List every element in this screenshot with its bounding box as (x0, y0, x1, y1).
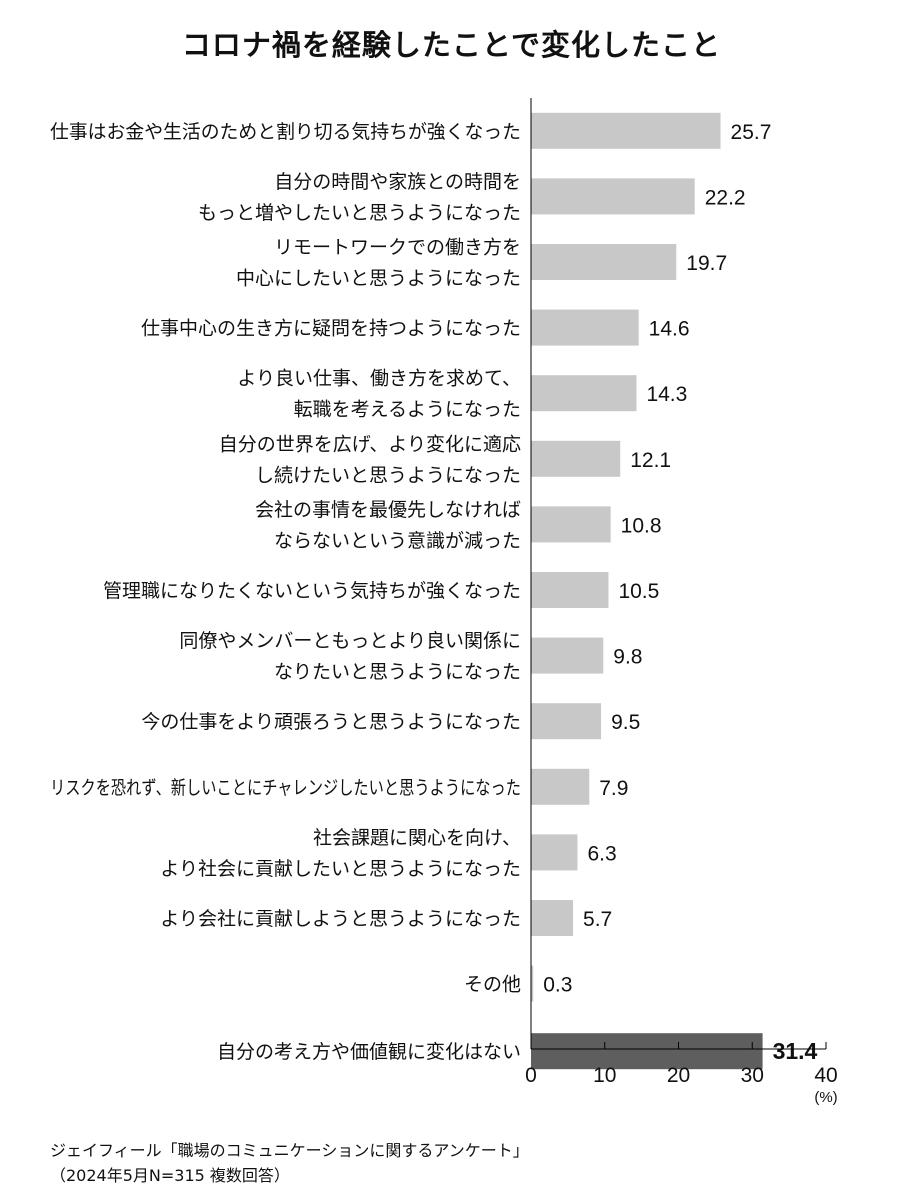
bar-12 (531, 900, 574, 936)
category-label-10-line-0: リスクを恐れず、新しいことにチャレンジしたいと思うようになった (50, 777, 521, 799)
data-label-7: 10.5 (618, 580, 659, 603)
bar-2 (531, 244, 677, 280)
bar-13 (531, 965, 534, 1002)
category-label-4-line-1: 転職を考えるようになった (294, 399, 521, 421)
data-label-13: 0.3 (543, 974, 572, 997)
data-label-4: 14.3 (646, 383, 687, 406)
data-label-14: 31.4 (773, 1038, 818, 1064)
x-tick-label-1: 10 (593, 1064, 616, 1087)
category-label-13: その他 (464, 974, 521, 996)
data-label-0: 25.7 (731, 121, 772, 144)
x-tick-label-3: 30 (741, 1064, 764, 1087)
category-label-3-line-0: 仕事中心の生き方に疑問を持つようになった (141, 318, 521, 340)
x-tick-label-4: 40 (814, 1064, 837, 1087)
category-label-11-line-0: 社会課題に関心を向け、 (313, 827, 521, 849)
data-label-11: 6.3 (587, 842, 616, 865)
bar-11 (531, 834, 578, 871)
category-label-8-line-0: 同僚やメンバーともっとより良い関係に (179, 630, 521, 652)
category-label-8-line-1: なりたいと思うようになった (274, 661, 521, 683)
data-label-6: 10.8 (621, 514, 662, 537)
bar-4 (531, 375, 637, 412)
category-label-0: 仕事はお金や生活のためと割り切る気持ちが強くなった (50, 121, 521, 143)
category-label-2-line-0: リモートワークでの働き方を (274, 237, 521, 259)
source-note: ジェイフィール「職場のコミュニケーションに関するアンケート」 （2024年5月N… (50, 1138, 529, 1188)
data-label-5: 12.1 (630, 449, 671, 472)
category-label-7-line-0: 管理職になりたくないという気持ちが強くなった (103, 580, 521, 602)
data-label-1: 22.2 (705, 186, 746, 209)
bar-9 (531, 703, 602, 740)
category-label-4: より良い仕事、働き方を求めて、転職を考えるようになった (237, 368, 521, 421)
data-label-10: 7.9 (599, 777, 628, 800)
category-label-5-line-1: し続けたいと思うようになった (255, 464, 521, 486)
chart-title: コロナ禍を経験したことで変化したこと (181, 28, 722, 62)
data-label-12: 5.7 (583, 908, 612, 931)
category-label-7: 管理職になりたくないという気持ちが強くなった (103, 580, 521, 602)
x-unit-label: (%) (814, 1089, 837, 1106)
x-tick-label-0: 0 (525, 1064, 537, 1087)
category-label-1-line-1: もっと増やしたいと思うようになった (198, 202, 521, 224)
bar-10 (531, 768, 590, 805)
bar-6 (531, 506, 611, 543)
category-label-13-line-0: その他 (464, 974, 521, 996)
category-label-2-line-1: 中心にしたいと思うようになった (236, 268, 521, 290)
x-tick-label-2: 20 (667, 1064, 690, 1087)
axis-layer: 0 10 20 30 40 (%) (525, 98, 838, 1106)
source-line-1: ジェイフィール「職場のコミュニケーションに関するアンケート」 (50, 1141, 529, 1160)
category-label-14: 自分の考え方や価値観に変化はない (217, 1041, 521, 1063)
bar-1 (531, 178, 695, 215)
bar-5 (531, 440, 621, 477)
category-label-11: 社会課題に関心を向け、より社会に貢献したいと思うようになった (160, 827, 521, 880)
data-label-2: 19.7 (686, 252, 727, 275)
category-label-6-line-1: ならないという意識が減った (274, 530, 521, 552)
category-label-9-line-0: 今の仕事をより頑張ろうと思うようになった (141, 711, 521, 733)
category-label-10: リスクを恐れず、新しいことにチャレンジしたいと思うようになった (50, 777, 521, 799)
category-label-0-line-0: 仕事はお金や生活のためと割り切る気持ちが強くなった (50, 121, 521, 143)
bar-3 (531, 309, 639, 346)
category-label-3: 仕事中心の生き方に疑問を持つようになった (141, 318, 521, 340)
category-label-9: 今の仕事をより頑張ろうと思うようになった (141, 711, 521, 733)
bar-0 (531, 112, 721, 149)
bar-14 (531, 1033, 763, 1070)
bar-8 (531, 637, 604, 674)
category-label-12: より会社に貢献しようと思うようになった (160, 908, 521, 930)
data-label-8: 9.8 (613, 646, 642, 669)
category-label-6-line-0: 会社の事情を最優先しなければ (255, 499, 521, 521)
category-labels-layer: 仕事はお金や生活のためと割り切る気持ちが強くなった自分の時間や家族との時間をもっ… (50, 121, 521, 1063)
source-line-2: （2024年5月N=315 複数回答） (50, 1166, 290, 1185)
bars-layer: 25.7 22.2 19.7 14.6 14.3 12.1 10.8 10.5 9.8 9.5 7.… (531, 112, 818, 1070)
category-label-4-line-0: より良い仕事、働き方を求めて、 (237, 368, 521, 390)
category-label-14-line-0: 自分の考え方や価値観に変化はない (217, 1041, 521, 1063)
data-label-9: 9.5 (611, 711, 640, 734)
data-label-3: 14.6 (649, 318, 690, 341)
bar-7 (531, 572, 609, 608)
category-label-5-line-0: 自分の世界を広げ、より変化に適応 (219, 433, 521, 455)
category-label-11-line-1: より社会に貢献したいと思うようになった (160, 858, 521, 880)
category-label-1-line-0: 自分の時間や家族との時間を (274, 171, 521, 193)
category-label-12-line-0: より会社に貢献しようと思うようになった (160, 908, 521, 930)
